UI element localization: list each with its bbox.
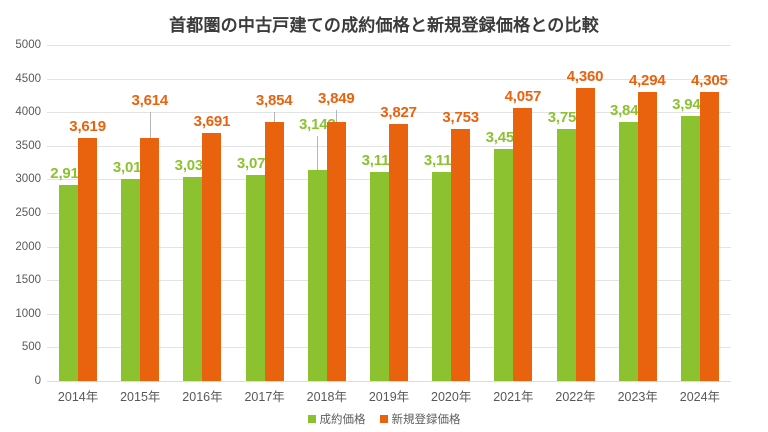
- bar-value-label: 3,848: [609, 102, 647, 120]
- bar-value-label: 3,030: [174, 157, 212, 175]
- x-axis-tick-label: 2014年: [57, 390, 99, 404]
- y-axis-tick-label: 3000: [15, 173, 41, 186]
- bar-新規登録価格-2020年[interactable]: [451, 128, 471, 381]
- bar-group: 3,011 3,614: [113, 45, 168, 381]
- x-axis-tick-label: 2023年: [617, 390, 658, 404]
- bar-value-label: 3,854: [255, 92, 293, 110]
- legend-item-成約価格[interactable]: 成約価格: [307, 411, 366, 427]
- chart-title: 首都圏の中古戸建ての成約価格と新規登録価格との比較: [169, 16, 599, 35]
- bar-成約価格-2024年[interactable]: [680, 115, 700, 381]
- bar-group: 3,848 4,294: [610, 45, 666, 381]
- x-axis-tick-label: 2024年: [679, 390, 721, 404]
- x-axis: 2014年 2015年 2016年 2017年 2018年 2019年 2020年 2021年…: [47, 386, 731, 408]
- bar-value-label: 3,072: [236, 154, 274, 172]
- bar-成約価格-2015年[interactable]: [121, 178, 141, 381]
- bar-新規登録価格-2024年[interactable]: [699, 91, 719, 381]
- legend-label: 新規登録価格: [391, 414, 461, 426]
- bar-value-label: 4,294: [628, 72, 666, 90]
- bar-value-label: 3,827: [380, 103, 417, 121]
- bar-group: 2,917 3,619: [50, 45, 106, 381]
- bar-新規登録価格-2022年[interactable]: [575, 88, 595, 381]
- legend-swatch-icon: [379, 415, 388, 423]
- bar-value-label: 2,917: [50, 164, 87, 182]
- bar-成約価格-2020年[interactable]: [432, 172, 452, 381]
- y-axis-tick-label: 2500: [15, 207, 41, 219]
- y-axis-tick-label: 5000: [15, 39, 41, 51]
- x-axis-tick-label: 2015年: [120, 390, 161, 404]
- bar-新規登録価格-2023年[interactable]: [637, 92, 657, 381]
- bar-成約価格-2023年[interactable]: [618, 122, 638, 381]
- label-leader-line: [336, 110, 338, 123]
- x-axis-tick-label: 2016年: [182, 390, 223, 404]
- x-axis-tick-label: 2017年: [244, 390, 285, 404]
- y-axis-tick-label: 0: [34, 375, 41, 387]
- bar-成約価格-2022年[interactable]: [556, 128, 576, 381]
- y-axis-tick-label: 4500: [15, 72, 41, 85]
- bar-group: 3,753 4,360: [548, 45, 604, 381]
- y-axis-tick-label: 2000: [15, 240, 41, 253]
- bar-value-label: 3,142: [299, 115, 336, 133]
- legend-item-新規登録価格[interactable]: 新規登録価格: [379, 411, 461, 427]
- bar-新規登録価格-2014年[interactable]: [78, 137, 98, 381]
- bar-value-label: 3,451: [485, 129, 523, 147]
- y-axis-tick-label: 4000: [15, 106, 41, 119]
- x-axis-tick-label: 2020年: [431, 390, 472, 404]
- chart-legend: 成約価格 新規登録価格: [0, 411, 768, 427]
- gridline: [47, 78, 731, 80]
- bar-group: 3,030 3,691: [175, 45, 230, 381]
- bar-group: 3,115 3,827: [362, 45, 417, 381]
- y-axis-tick-label: 1000: [15, 307, 41, 320]
- x-axis-tick-label: 2022年: [555, 390, 596, 404]
- y-axis-tick-label: 500: [21, 341, 41, 354]
- bar-value-label: 3,691: [193, 112, 231, 130]
- bar-group: 3,142 3,849: [299, 45, 355, 381]
- bar-group: 3,072 3,854: [237, 45, 293, 381]
- legend-swatch-icon: [307, 415, 316, 423]
- bar-新規登録価格-2019年[interactable]: [389, 123, 408, 381]
- x-axis-tick-label: 2018年: [306, 390, 347, 404]
- bar-成約価格-2016年[interactable]: [183, 177, 203, 381]
- bar-新規登録価格-2015年[interactable]: [140, 138, 160, 381]
- bar-成約価格-2021年[interactable]: [494, 149, 514, 381]
- bar-value-label: 3,011: [112, 158, 149, 176]
- bar-value-label: 3,753: [442, 108, 479, 126]
- gridline: [47, 112, 731, 114]
- bar-新規登録価格-2016年[interactable]: [202, 132, 222, 381]
- x-axis-tick-label: 2021年: [493, 390, 534, 404]
- bar-value-label: 3,110: [423, 152, 460, 170]
- plot-area: 2,917 3,619 3,011 3,614 3,030 3,691 3,072 3,854…: [47, 45, 731, 382]
- bar-group: 3,451 4,057: [486, 45, 541, 381]
- bar-成約価格-2019年[interactable]: [370, 171, 389, 381]
- legend-label: 成約価格: [319, 414, 366, 426]
- bar-成約価格-2017年[interactable]: [245, 174, 265, 381]
- bar-新規登録価格-2017年[interactable]: [264, 122, 284, 381]
- bar-value-label: 3,614: [131, 92, 169, 110]
- bar-value-label: 3,849: [318, 90, 355, 108]
- label-leader-line: [317, 135, 319, 170]
- bar-group: 3,948 4,305: [672, 45, 728, 381]
- y-axis: 0 500 1000 1500 2000 2500 3000 3500 4000 4500 5000: [0, 39, 41, 387]
- bar-value-label: 3,115: [361, 151, 398, 169]
- label-leader-line: [274, 112, 276, 123]
- bar-新規登録価格-2018年[interactable]: [326, 122, 346, 381]
- bar-value-label: 4,305: [691, 71, 728, 89]
- bar-成約価格-2014年[interactable]: [59, 184, 79, 381]
- bar-value-label: 3,753: [547, 108, 585, 126]
- x-axis-tick-label: 2019年: [368, 390, 410, 404]
- bar-value-label: 3,619: [69, 117, 106, 135]
- y-axis-tick-label: 3500: [15, 139, 41, 152]
- gridline: [47, 381, 731, 382]
- bar-value-label: 3,948: [672, 95, 709, 113]
- gridline: [47, 45, 731, 46]
- bar-group: 3,110 3,753: [424, 45, 479, 381]
- bar-新規登録価格-2021年[interactable]: [513, 108, 533, 381]
- label-leader-line: [149, 112, 151, 139]
- bar-value-label: 4,360: [566, 68, 604, 86]
- bar-value-label: 4,057: [504, 88, 542, 106]
- bar-成約価格-2018年[interactable]: [307, 169, 327, 381]
- y-axis-tick-label: 1500: [15, 274, 41, 287]
